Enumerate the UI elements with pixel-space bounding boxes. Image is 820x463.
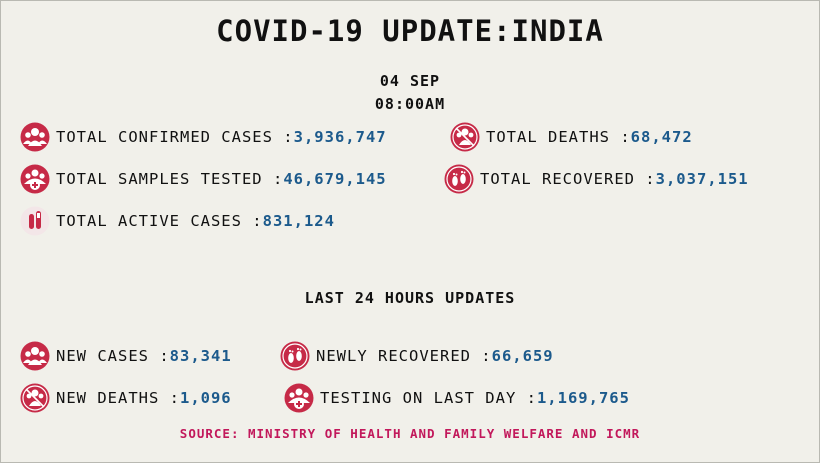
stat-testing-last-day: TESTING ON LAST DAY : 1,169,765 <box>284 383 630 413</box>
test-tube-icon <box>20 206 50 236</box>
stat-value: 66,659 <box>491 347 554 365</box>
page-title: COVID-19 UPDATE:INDIA <box>216 14 604 48</box>
stat-total-confirmed: TOTAL CONFIRMED CASES : 3,936,747 <box>20 122 387 152</box>
stat-value: 3,037,151 <box>655 170 749 188</box>
source-note: SOURCE: MINISTRY OF HEALTH AND FAMILY WE… <box>179 426 641 441</box>
stat-label: TOTAL SAMPLES TESTED : <box>56 170 284 188</box>
stat-label: NEWLY RECOVERED : <box>316 347 492 365</box>
stat-value: 46,679,145 <box>283 170 387 188</box>
stat-value: 3,936,747 <box>293 128 387 146</box>
stat-newly-recovered: NEWLY RECOVERED : 66,659 <box>280 341 554 371</box>
stat-value: 831,124 <box>262 212 335 230</box>
people-cross-icon <box>450 122 480 152</box>
stat-label: TOTAL DEATHS : <box>486 128 631 146</box>
stat-value: 1,096 <box>179 389 232 407</box>
stat-total-samples: TOTAL SAMPLES TESTED : 46,679,145 <box>20 164 387 194</box>
last-24-hours-title: LAST 24 HOURS UPDATES <box>304 289 516 307</box>
people-group-icon <box>20 341 50 371</box>
stat-value: 83,341 <box>169 347 232 365</box>
update-time: 08:00AM <box>374 95 446 113</box>
stat-label: NEW CASES : <box>56 347 170 365</box>
footprints-icon <box>280 341 310 371</box>
stat-value: 1,169,765 <box>536 389 630 407</box>
stat-label: TOTAL ACTIVE CASES : <box>56 212 263 230</box>
stat-new-cases: NEW CASES : 83,341 <box>20 341 232 371</box>
stat-label: TOTAL CONFIRMED CASES : <box>56 128 294 146</box>
people-cross-icon <box>20 383 50 413</box>
stat-total-recovered: TOTAL RECOVERED : 3,037,151 <box>444 164 749 194</box>
people-group-icon <box>20 122 50 152</box>
stat-total-deaths: TOTAL DEATHS : 68,472 <box>450 122 693 152</box>
people-plus-icon <box>284 383 314 413</box>
stat-label: TOTAL RECOVERED : <box>480 170 656 188</box>
people-plus-icon <box>20 164 50 194</box>
stat-total-active: TOTAL ACTIVE CASES : 831,124 <box>20 206 335 236</box>
stat-label: TESTING ON LAST DAY : <box>320 389 537 407</box>
stat-label: NEW DEATHS : <box>56 389 180 407</box>
footprints-icon <box>444 164 474 194</box>
update-date: 04 SEP <box>379 72 441 90</box>
stat-new-deaths: NEW DEATHS : 1,096 <box>20 383 232 413</box>
stat-value: 68,472 <box>630 128 693 146</box>
